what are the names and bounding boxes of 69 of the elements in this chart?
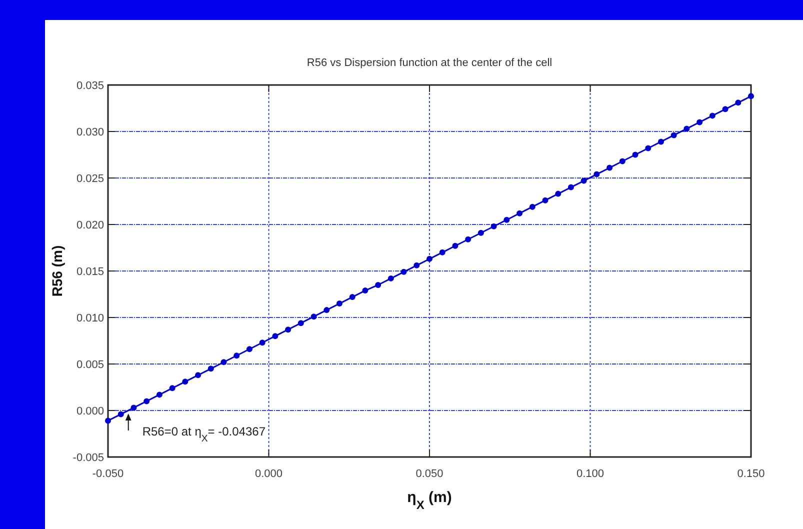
point bbox=[555, 190, 562, 197]
point bbox=[439, 249, 446, 256]
point bbox=[118, 411, 124, 418]
point bbox=[426, 256, 432, 262]
point bbox=[490, 223, 497, 230]
point bbox=[465, 236, 472, 242]
x-axis-title: η$_{X}$ (m) bbox=[407, 489, 452, 512]
point bbox=[220, 359, 227, 366]
point bbox=[362, 288, 368, 294]
y-tick-label: 0.005 bbox=[76, 359, 104, 371]
point bbox=[580, 178, 587, 184]
point bbox=[542, 197, 548, 204]
point bbox=[285, 326, 292, 333]
point bbox=[414, 262, 420, 268]
x-tick-label: 0.050 bbox=[416, 468, 444, 480]
point bbox=[696, 119, 703, 126]
x-tick-label: 0.150 bbox=[737, 468, 765, 480]
point bbox=[619, 158, 626, 164]
x-tick-label: -0.050 bbox=[92, 468, 124, 480]
point bbox=[632, 152, 638, 158]
point bbox=[130, 404, 137, 411]
point bbox=[246, 346, 252, 352]
point bbox=[156, 392, 162, 398]
chart-title: R56 vs Dispersion function at the center of the cell bbox=[306, 57, 552, 69]
point bbox=[324, 307, 330, 314]
y-tick-label: -0.005 bbox=[72, 452, 104, 464]
y-tick-label: 0.000 bbox=[76, 406, 104, 418]
point bbox=[169, 385, 176, 392]
point bbox=[388, 275, 394, 282]
point bbox=[748, 93, 754, 100]
point bbox=[722, 106, 728, 112]
point bbox=[234, 352, 240, 359]
point bbox=[594, 171, 600, 178]
point bbox=[568, 184, 574, 190]
point bbox=[310, 314, 317, 320]
point bbox=[272, 333, 278, 340]
y-tick-label: 0.015 bbox=[76, 266, 104, 278]
y-tick-label: 0.010 bbox=[76, 312, 104, 324]
point bbox=[298, 320, 304, 326]
annotation: R56=0 at η$_{X}$= -0.04367 bbox=[142, 424, 266, 444]
y-tick-label: 0.025 bbox=[76, 173, 104, 185]
y-tick-label: 0.030 bbox=[76, 126, 104, 138]
point bbox=[349, 294, 356, 300]
y-axis-title: R56 (m) bbox=[49, 245, 65, 297]
point bbox=[529, 204, 536, 210]
point bbox=[400, 268, 407, 275]
point bbox=[375, 282, 382, 288]
x-tick-label: 0.100 bbox=[576, 468, 604, 480]
point bbox=[478, 230, 484, 236]
point bbox=[709, 112, 716, 119]
y-tick-label: 0.035 bbox=[76, 80, 104, 92]
point bbox=[670, 132, 677, 138]
point bbox=[144, 398, 150, 404]
point bbox=[645, 145, 652, 152]
point bbox=[259, 340, 266, 346]
point bbox=[195, 372, 202, 378]
y-tick-label: 0.020 bbox=[76, 220, 104, 232]
point bbox=[336, 300, 342, 307]
point bbox=[735, 100, 742, 106]
point bbox=[684, 126, 690, 132]
x-tick-label: 0.000 bbox=[254, 468, 283, 480]
point bbox=[452, 242, 458, 249]
point bbox=[606, 164, 613, 171]
point bbox=[182, 378, 188, 385]
point bbox=[658, 138, 664, 145]
point bbox=[105, 418, 111, 424]
point bbox=[208, 366, 214, 372]
point bbox=[504, 216, 510, 223]
point bbox=[516, 210, 523, 216]
